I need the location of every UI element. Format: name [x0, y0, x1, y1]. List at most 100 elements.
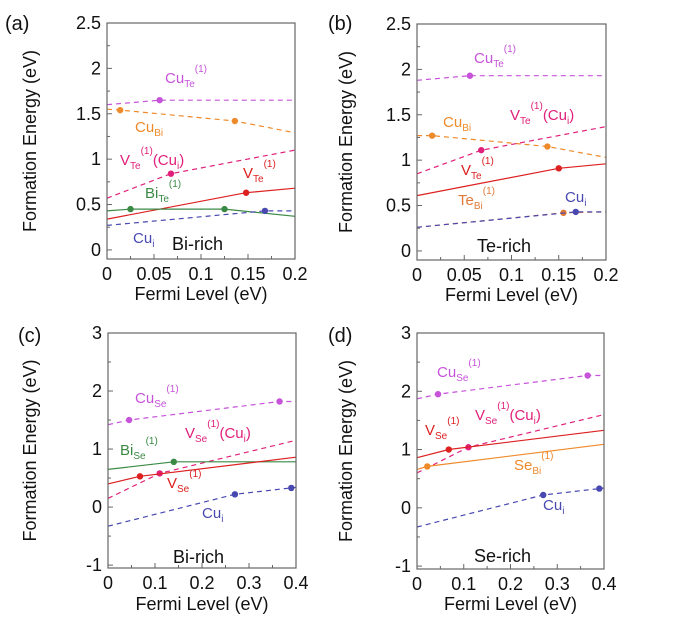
x-tick-label: 0.1	[188, 264, 213, 284]
series-label: Cui	[133, 230, 154, 250]
label-subscript: i	[177, 161, 179, 172]
label-text: Se	[514, 457, 532, 474]
x-tick-label: 0.2	[593, 265, 618, 285]
series-label: TeBi(1)	[458, 186, 495, 212]
data-point	[116, 106, 124, 114]
data-point	[596, 485, 603, 492]
y-tick-label: -1	[86, 555, 102, 575]
label-subscript: i	[534, 416, 536, 427]
y-tick-label: -1	[395, 556, 411, 576]
series-label: CuBi	[135, 119, 163, 139]
y-tick-label: 0.5	[386, 196, 411, 216]
panel-a: (a)CuTe(1)CuBiVTe(1)(Cui)VTe(1)BiTe(1)Cu…	[5, 13, 308, 304]
series-line	[416, 487, 605, 528]
data-point	[584, 372, 591, 379]
label-subscript: Se	[133, 451, 146, 462]
label-superscript: (1)	[264, 159, 276, 170]
label-text: V	[243, 165, 253, 182]
y-tick-label: 0.5	[76, 195, 101, 215]
data-point	[555, 165, 562, 172]
x-tick-label: 0.05	[447, 265, 482, 285]
label-subscript: Bi	[154, 128, 163, 139]
x-tick-label: 0.1	[142, 573, 167, 593]
label-superscript: (1)	[482, 156, 494, 167]
x-tick-label: 0	[412, 574, 422, 594]
data-point	[288, 484, 295, 492]
data-point	[544, 143, 551, 150]
label-superscript: (1)	[531, 101, 543, 112]
region-label: Bi-rich	[172, 234, 223, 254]
data-point	[276, 398, 283, 405]
series-line	[107, 400, 296, 426]
y-tick-label: 1	[401, 440, 411, 460]
panel-label: (c)	[18, 325, 41, 347]
data-point	[136, 473, 144, 480]
series-label: VTe(1)(Cui)	[120, 146, 184, 172]
label-text: V	[425, 422, 435, 439]
x-tick-label: 0.4	[591, 574, 616, 594]
label-subscript: Se	[177, 484, 190, 495]
x-tick-label: 0.2	[189, 573, 214, 593]
plot-frame	[106, 22, 296, 260]
label-subscript: Te	[253, 174, 264, 185]
label-text: (Cu	[153, 152, 177, 169]
label-text: Cu	[437, 364, 456, 381]
label-text: Cu	[474, 50, 493, 67]
x-tick-label: 0	[103, 573, 113, 593]
label-text: Cu	[443, 114, 462, 131]
data-point	[466, 72, 474, 79]
y-tick-label: 1	[92, 439, 102, 459]
label-superscript: (1)	[166, 384, 178, 395]
label-superscript: (1)	[483, 186, 495, 197]
label-subscript: Bi	[462, 123, 471, 134]
label-text: (Cu	[509, 407, 533, 424]
data-point	[540, 491, 547, 499]
series-label: VTe(1)	[243, 159, 276, 185]
label-subscript: Se	[195, 434, 208, 445]
panel-label: (b)	[328, 13, 352, 35]
label-text: Cu	[133, 230, 152, 247]
x-tick-label: 0.15	[541, 265, 576, 285]
x-tick-label: 0.05	[136, 264, 171, 284]
data-point	[572, 208, 579, 216]
y-tick-label: 0	[401, 498, 411, 518]
label-text: V	[475, 407, 485, 424]
label-superscript: (1)	[141, 146, 153, 157]
y-axis-title: Formation Energy (eV)	[336, 360, 356, 542]
label-subscript: Se	[435, 431, 448, 442]
label-subscript: i	[244, 434, 246, 445]
y-tick-label: 0	[401, 241, 411, 261]
data-point	[156, 96, 163, 104]
series-label: VSe (1)	[425, 416, 459, 442]
series-label: CuTe(1)	[165, 64, 207, 90]
panel-label: (a)	[5, 13, 29, 35]
series-line	[416, 126, 607, 175]
data-point	[428, 132, 436, 139]
label-text: V	[461, 162, 471, 179]
y-tick-label: 2.5	[76, 13, 101, 33]
x-axis-title: Fermi Level (eV)	[444, 594, 577, 614]
data-point	[170, 458, 177, 466]
data-point	[261, 207, 269, 215]
label-text: Te	[458, 192, 474, 209]
data-point	[424, 463, 431, 470]
data-point	[445, 446, 452, 453]
label-text: (Cu	[543, 107, 567, 124]
label-text: Cu	[565, 189, 584, 206]
data-point	[242, 189, 250, 196]
series-line	[416, 75, 606, 81]
label-text: V	[185, 425, 195, 442]
label-superscript: (1)	[195, 64, 207, 75]
y-tick-label: 3	[92, 323, 102, 343]
x-axis-title: Fermi Level (eV)	[445, 285, 578, 305]
x-axis-title: Fermi Level (eV)	[135, 594, 268, 614]
region-label: Te-rich	[477, 236, 531, 256]
data-point	[231, 491, 239, 498]
series-label: VSe (1)(Cui)	[185, 419, 251, 445]
series-label: SeBi(1)	[514, 451, 554, 477]
series-label: CuSe (1)	[437, 358, 481, 384]
x-tick-label: 0.15	[230, 264, 265, 284]
